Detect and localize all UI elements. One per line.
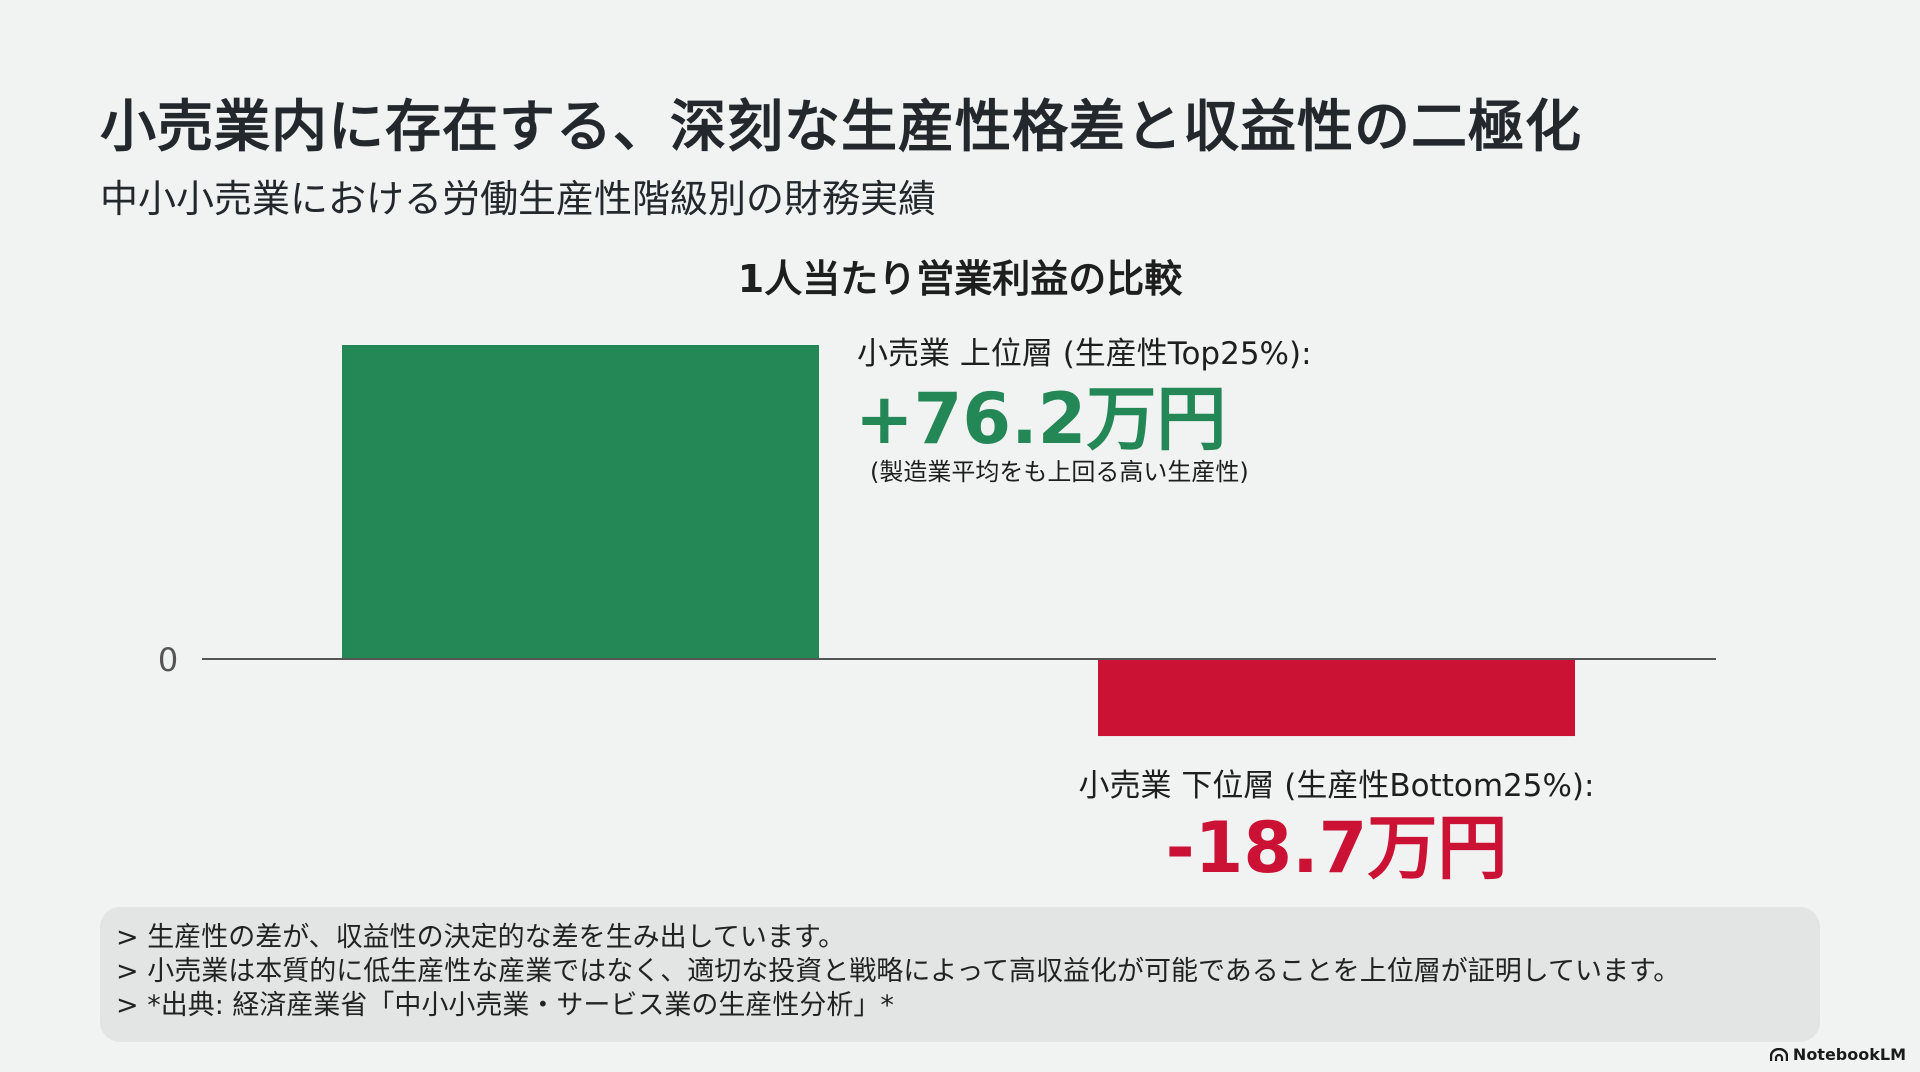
brand-watermark: NotebookLM	[1769, 1045, 1906, 1064]
footer-notes: > 生産性の差が、収益性の決定的な差を生み出しています。 > 小売業は本質的に低…	[100, 907, 1820, 1042]
brand-name: NotebookLM	[1792, 1045, 1906, 1064]
category-label-bottom25: 小売業 下位層 (生産性Bottom25%):	[1079, 768, 1595, 804]
footer-note-3: > *出典: 経済産業省「中小小売業・サービス業の生産性分析」*	[116, 990, 894, 1021]
chart-title: 1人当たり営業利益の比較	[737, 257, 1183, 301]
y-tick-label-zero: 0	[158, 641, 178, 679]
bar-top25	[342, 345, 819, 659]
note-label-top25: (製造業平均をも上回る高い生産性)	[870, 458, 1249, 486]
slide-subtitle: 中小小売業における労働生産性階級別の財務実績	[100, 177, 937, 221]
value-label-top25: +76.2万円	[855, 378, 1226, 460]
bar-bottom25	[1098, 659, 1575, 737]
slide-title: 小売業内に存在する、深刻な生産性格差と収益性の二極化	[100, 95, 1582, 160]
category-label-top25: 小売業 上位層 (生産性Top25%):	[857, 336, 1312, 372]
footer-note-1: > 生産性の差が、収益性の決定的な差を生み出しています。	[116, 922, 846, 953]
footer-note-2: > 小売業は本質的に低生産性な産業ではなく、適切な投資と戦略によって高収益化が可…	[116, 956, 1681, 987]
notebooklm-logo-icon	[1769, 1047, 1788, 1061]
value-label-bottom25: -18.7万円	[1166, 807, 1508, 889]
